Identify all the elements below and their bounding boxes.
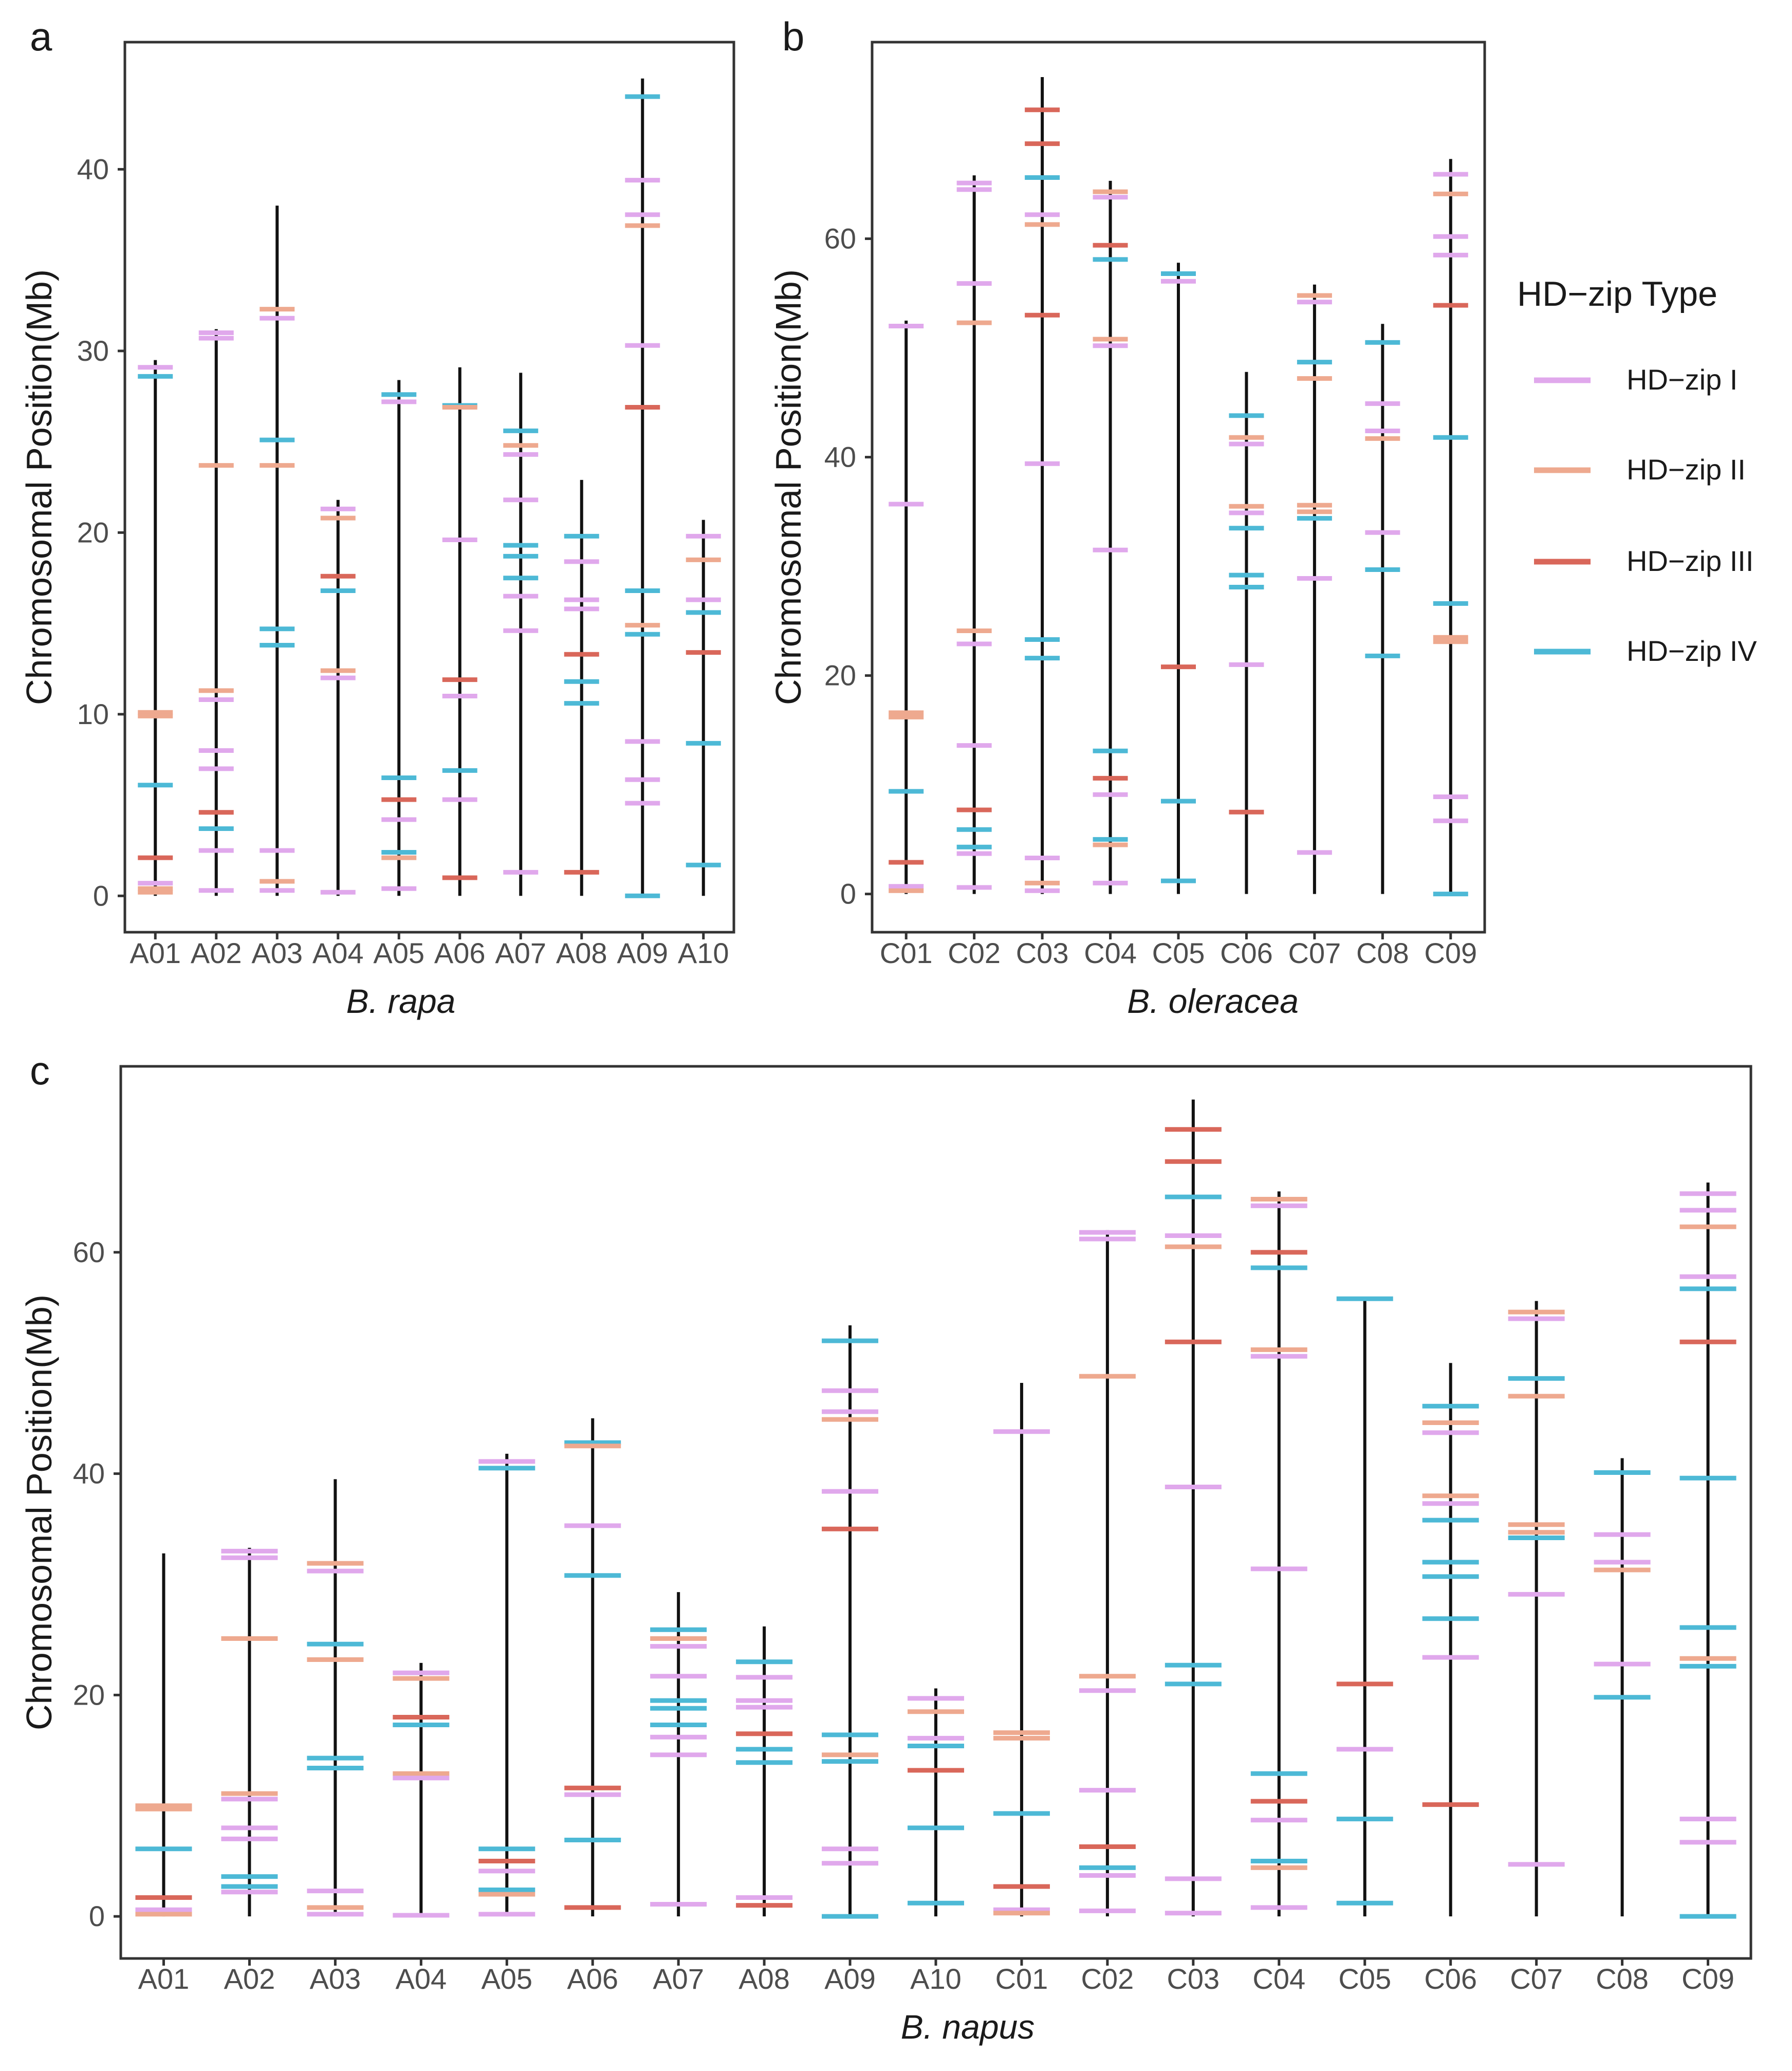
legend-label-hdzip-2: HD−zip II: [1627, 453, 1746, 486]
x-tick-label-c05: C05: [1152, 937, 1205, 969]
x-tick-label-a10: A10: [678, 937, 729, 969]
x-tick-label-c07: C07: [1510, 1963, 1563, 1995]
x-tick-label-a06: A06: [434, 937, 486, 969]
x-tick-label-a06: A06: [567, 1963, 618, 1995]
x-tick-label-a02: A02: [191, 937, 242, 969]
legend-label-hdzip-1: HD−zip I: [1627, 363, 1738, 396]
y-tick-label: 20: [77, 516, 109, 548]
y-axis-title-c: Chromosomal Position(Mb): [19, 1295, 59, 1730]
y-tick-label: 60: [73, 1236, 105, 1268]
x-tick-label-a01: A01: [130, 937, 181, 969]
y-tick-label: 40: [73, 1457, 105, 1490]
panel-letter-a: a: [30, 14, 52, 59]
y-tick-label: 10: [77, 698, 109, 730]
plot-frame-a: [123, 41, 735, 934]
x-tick-label-c05: C05: [1338, 1963, 1391, 1995]
x-tick-label-c01: C01: [880, 937, 933, 969]
y-tick-label: 40: [824, 441, 856, 473]
x-tick-label-a09: A09: [617, 937, 668, 969]
y-tick-label: 40: [77, 153, 109, 185]
panel-a: a 0 10 20 30 40 A01 A02 A03 A04 A05 A06 A07 A08 A09 A1…: [19, 14, 735, 1020]
plot-area-b: 0 20 40 60 C01 C02 C03 C04 C05 C06 C07 C08 C09: [824, 77, 1477, 969]
x-tick-label-c01: C01: [995, 1963, 1048, 1995]
x-tick-label-c06: C06: [1220, 937, 1273, 969]
panel-letter-b: b: [782, 14, 804, 59]
x-tick-label-a05: A05: [481, 1963, 532, 1995]
y-axis-title-a: Chromosomal Position(Mb): [19, 269, 59, 705]
legend-label-hdzip-3: HD−zip III: [1627, 545, 1753, 577]
panel-c: c 0 20 40 60 A01 A02 A03 A04 A05 A06 A07 A08 A09 A10 C…: [19, 1048, 1752, 2046]
x-tick-label-c06: C06: [1424, 1963, 1477, 1995]
x-tick-label-a03: A03: [310, 1963, 361, 1995]
plot-area-a: 0 10 20 30 40 A01 A02 A03 A04 A05 A06 A07 A08 A09 A10: [77, 78, 729, 969]
panel-b: b 0 20 40 60 C01 C02 C03 C04 C05 C06 C07 C08 C09 Chr…: [768, 14, 1486, 1020]
x-tick-label-c03: C03: [1167, 1963, 1220, 1995]
y-tick-label: 20: [824, 659, 856, 692]
x-tick-label-a05: A05: [373, 937, 424, 969]
x-tick-label-c04: C04: [1252, 1963, 1305, 1995]
x-axis-title-b: B. oleracea: [1127, 982, 1299, 1020]
x-tick-label-a03: A03: [251, 937, 303, 969]
x-tick-label-c08: C08: [1596, 1963, 1649, 1995]
y-axis-title-b: Chromosomal Position(Mb): [768, 269, 808, 705]
x-tick-label-a07: A07: [495, 937, 546, 969]
legend-title: HD−zip Type: [1517, 274, 1717, 313]
legend-label-hdzip-4: HD−zip IV: [1627, 635, 1757, 667]
x-tick-label-c09: C09: [1682, 1963, 1734, 1995]
x-tick-label-a10: A10: [910, 1963, 962, 1995]
x-tick-label-a08: A08: [738, 1963, 790, 1995]
x-tick-label-a02: A02: [224, 1963, 275, 1995]
panel-letter-c: c: [30, 1048, 50, 1093]
x-tick-label-c08: C08: [1356, 937, 1409, 969]
x-tick-label-c02: C02: [1081, 1963, 1134, 1995]
x-tick-label-a04: A04: [312, 937, 364, 969]
y-tick-label: 30: [77, 335, 109, 367]
y-tick-label: 20: [73, 1678, 105, 1711]
plot-area-c: 0 20 40 60 A01 A02 A03 A04 A05 A06 A07 A08 A09 A10 C01…: [73, 1099, 1736, 1995]
x-tick-label-c04: C04: [1084, 937, 1137, 969]
x-tick-label-a08: A08: [556, 937, 607, 969]
x-tick-label-c07: C07: [1288, 937, 1341, 969]
y-tick-label: 0: [93, 879, 109, 912]
x-tick-label-a09: A09: [824, 1963, 876, 1995]
legend: HD−zip Type HD−zip I HD−zip II HD−zip II…: [1517, 274, 1757, 667]
x-tick-label-a04: A04: [395, 1963, 447, 1995]
x-axis-title-c: B. napus: [901, 2008, 1035, 2046]
x-tick-label-c02: C02: [948, 937, 1001, 969]
y-tick-label: 60: [824, 223, 856, 255]
y-tick-label: 0: [840, 878, 856, 910]
x-tick-label-c09: C09: [1424, 937, 1477, 969]
x-tick-label-a07: A07: [653, 1963, 704, 1995]
x-tick-label-a01: A01: [138, 1963, 190, 1995]
y-tick-label: 0: [89, 1900, 105, 1932]
x-axis-title-a: B. rapa: [346, 982, 456, 1020]
x-tick-label-c03: C03: [1016, 937, 1069, 969]
